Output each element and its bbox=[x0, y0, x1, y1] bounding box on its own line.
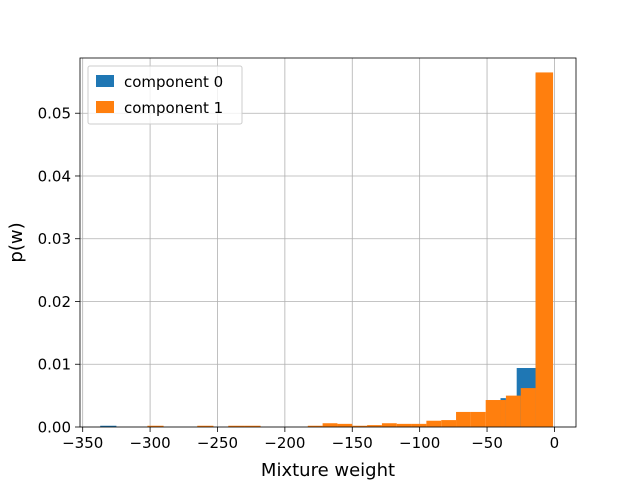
x-tick-label: −200 bbox=[264, 434, 305, 452]
histogram-bar-component-1 bbox=[337, 423, 353, 427]
x-tick-label: −350 bbox=[62, 434, 103, 452]
grid-lines bbox=[80, 58, 576, 428]
y-tick-label: 0.04 bbox=[38, 167, 71, 185]
y-tick-label: 0.05 bbox=[38, 105, 71, 123]
legend-swatch-component-0 bbox=[96, 75, 114, 87]
histogram-bar-component-1 bbox=[322, 423, 338, 427]
legend-box bbox=[87, 65, 243, 125]
plot-frame bbox=[79, 57, 577, 428]
histogram-bar-component-1 bbox=[535, 72, 554, 428]
histogram-bar-component-0 bbox=[100, 425, 117, 427]
histogram-bar-component-1 bbox=[505, 395, 521, 427]
y-tick-label: 0.00 bbox=[38, 419, 71, 437]
histogram-bars bbox=[100, 72, 554, 428]
histogram-bar-component-1 bbox=[500, 400, 506, 427]
histogram-bar-component-1 bbox=[197, 425, 214, 427]
x-tick-label: −50 bbox=[471, 434, 503, 452]
histogram-bar-component-1 bbox=[520, 388, 536, 427]
y-tick-label: 0.01 bbox=[38, 356, 71, 374]
x-tick-label: −100 bbox=[399, 434, 440, 452]
histogram-bar-component-1 bbox=[441, 420, 457, 427]
histogram-bar-component-1 bbox=[485, 400, 501, 427]
y-tick-label: 0.02 bbox=[38, 293, 71, 311]
legend: component 0 component 1 bbox=[87, 65, 243, 125]
histogram-bar-component-1 bbox=[228, 425, 245, 427]
x-tick-label: −300 bbox=[129, 434, 170, 452]
y-axis-label: p(w) bbox=[6, 222, 27, 262]
histogram-bar-component-1 bbox=[456, 411, 471, 427]
histogram-bar-component-1 bbox=[244, 425, 261, 427]
histogram-bar-component-1 bbox=[352, 425, 368, 427]
histogram-bar-component-1 bbox=[396, 423, 412, 427]
histogram-bar-component-1 bbox=[470, 411, 486, 427]
histogram-bar-component-1 bbox=[381, 423, 397, 427]
x-tick-label: −250 bbox=[197, 434, 238, 452]
axis-ticks: −350 −300 −250 −200 −150 −100 −50 0 0.00 0.01 0.02… bbox=[38, 105, 560, 452]
legend-label-component-1: component 1 bbox=[124, 99, 223, 117]
legend-swatch-component-1 bbox=[96, 101, 114, 113]
x-tick-label: 0 bbox=[550, 434, 560, 452]
histogram-bar-component-1 bbox=[147, 425, 164, 427]
histogram-bar-component-1 bbox=[426, 420, 442, 427]
x-axis-label: Mixture weight bbox=[261, 460, 395, 480]
histogram-bar-component-1 bbox=[307, 425, 323, 427]
y-tick-label: 0.03 bbox=[38, 230, 71, 248]
histogram-bar-component-1 bbox=[411, 423, 427, 427]
histogram-bar-component-1 bbox=[367, 425, 382, 427]
legend-label-component-0: component 0 bbox=[124, 73, 223, 91]
x-tick-label: −150 bbox=[332, 434, 373, 452]
